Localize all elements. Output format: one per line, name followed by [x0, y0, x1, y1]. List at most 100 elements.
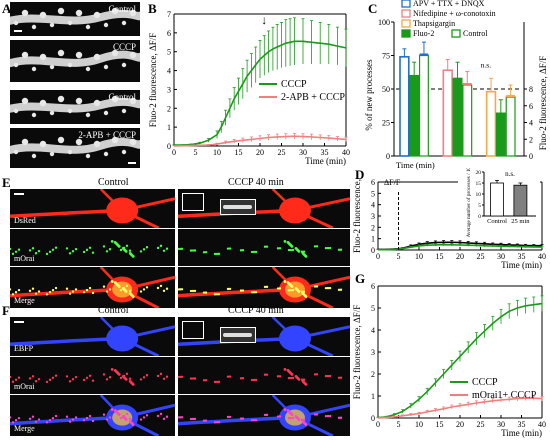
puncta — [110, 408, 114, 411]
scale-bar — [14, 193, 24, 195]
puncta — [324, 246, 328, 250]
soma — [278, 325, 311, 352]
spine — [103, 151, 109, 157]
legend-label: Thapsigargin — [413, 19, 455, 28]
bar — [442, 69, 453, 157]
puncta — [82, 419, 86, 422]
puncta — [283, 367, 287, 371]
puncta — [287, 248, 291, 252]
x-tick-label: 20 — [256, 148, 264, 157]
puncta — [74, 375, 78, 379]
puncta — [315, 245, 319, 248]
puncta — [213, 252, 217, 256]
y-tick-label: 3 — [167, 85, 171, 94]
puncta — [110, 280, 114, 283]
soma — [106, 197, 139, 224]
puncta — [91, 251, 95, 254]
x-tick-label: 40 — [538, 252, 546, 261]
puncta — [65, 247, 69, 250]
spine — [21, 138, 29, 146]
y-tick-label: 100 — [378, 18, 390, 27]
scale-bar — [128, 162, 136, 164]
puncta — [252, 378, 256, 382]
puncta — [85, 248, 89, 252]
bar — [495, 112, 506, 157]
puncta — [191, 289, 195, 293]
inset-category-label: 25 min — [511, 218, 530, 225]
fluorescence-image — [10, 267, 175, 308]
arrow-annotation: ↓ — [261, 13, 267, 27]
puncta — [283, 408, 287, 411]
puncta — [28, 417, 32, 421]
series-cccp — [172, 17, 348, 146]
spine — [85, 112, 91, 118]
puncta — [191, 377, 195, 380]
x-tick-label: 10 — [213, 148, 221, 157]
puncta — [128, 292, 132, 295]
micrograph-f-r1-c2 — [178, 317, 350, 356]
puncta — [165, 415, 169, 418]
y-tick-label: 0 — [371, 246, 375, 255]
x-tick-label: 0 — [376, 252, 380, 261]
micrograph-a-3: Control — [10, 90, 140, 124]
y-tick-label: 4 — [371, 326, 375, 335]
spine — [39, 11, 47, 19]
puncta — [113, 240, 117, 244]
puncta — [85, 416, 89, 420]
puncta — [34, 252, 38, 255]
puncta — [189, 377, 193, 380]
puncta — [294, 415, 298, 418]
x-tick-label: 0 — [172, 148, 176, 157]
puncta — [156, 246, 160, 250]
puncta — [289, 288, 293, 292]
puncta — [287, 376, 291, 380]
bar — [462, 84, 473, 157]
puncta — [145, 414, 149, 417]
dendrite — [10, 287, 123, 298]
puncta — [228, 375, 232, 378]
y-tick-label: 1 — [371, 235, 375, 244]
puncta — [250, 291, 254, 294]
y-tick-label: 1 — [371, 392, 375, 401]
zoom-box — [182, 321, 204, 339]
puncta — [291, 416, 295, 420]
puncta — [91, 291, 95, 295]
puncta — [217, 252, 221, 256]
spine — [111, 49, 119, 57]
puncta — [324, 374, 328, 378]
puncta — [215, 252, 219, 256]
puncta — [339, 376, 343, 379]
puncta — [88, 374, 92, 377]
spine — [67, 62, 73, 68]
puncta — [276, 415, 280, 418]
puncta — [286, 240, 290, 244]
micrograph-a-label: Control — [108, 92, 136, 102]
right-tick-label: 4 — [529, 119, 533, 128]
puncta — [278, 247, 282, 250]
puncta — [241, 289, 245, 292]
puncta — [105, 378, 109, 381]
puncta — [82, 250, 86, 254]
puncta — [85, 376, 89, 380]
puncta — [226, 415, 230, 419]
puncta — [54, 246, 58, 249]
series-line — [173, 135, 347, 147]
puncta — [125, 284, 129, 288]
x-tick-label: 20 — [456, 252, 464, 261]
top-label: ΔF/F — [384, 178, 401, 187]
puncta — [142, 416, 146, 419]
fluorescence-image — [178, 267, 350, 308]
spine — [49, 151, 55, 157]
micrograph-a-label: 2-APB + CCCP — [78, 130, 136, 140]
bar — [485, 90, 497, 157]
puncta — [287, 289, 291, 292]
puncta — [51, 248, 55, 251]
puncta — [45, 380, 49, 384]
puncta — [11, 380, 15, 384]
puncta — [241, 249, 245, 252]
puncta — [252, 291, 256, 294]
zoom-inset — [220, 199, 256, 215]
right-tick-label: 0 — [529, 152, 533, 161]
y-tick-label: 5 — [371, 304, 375, 313]
soma — [106, 325, 139, 352]
